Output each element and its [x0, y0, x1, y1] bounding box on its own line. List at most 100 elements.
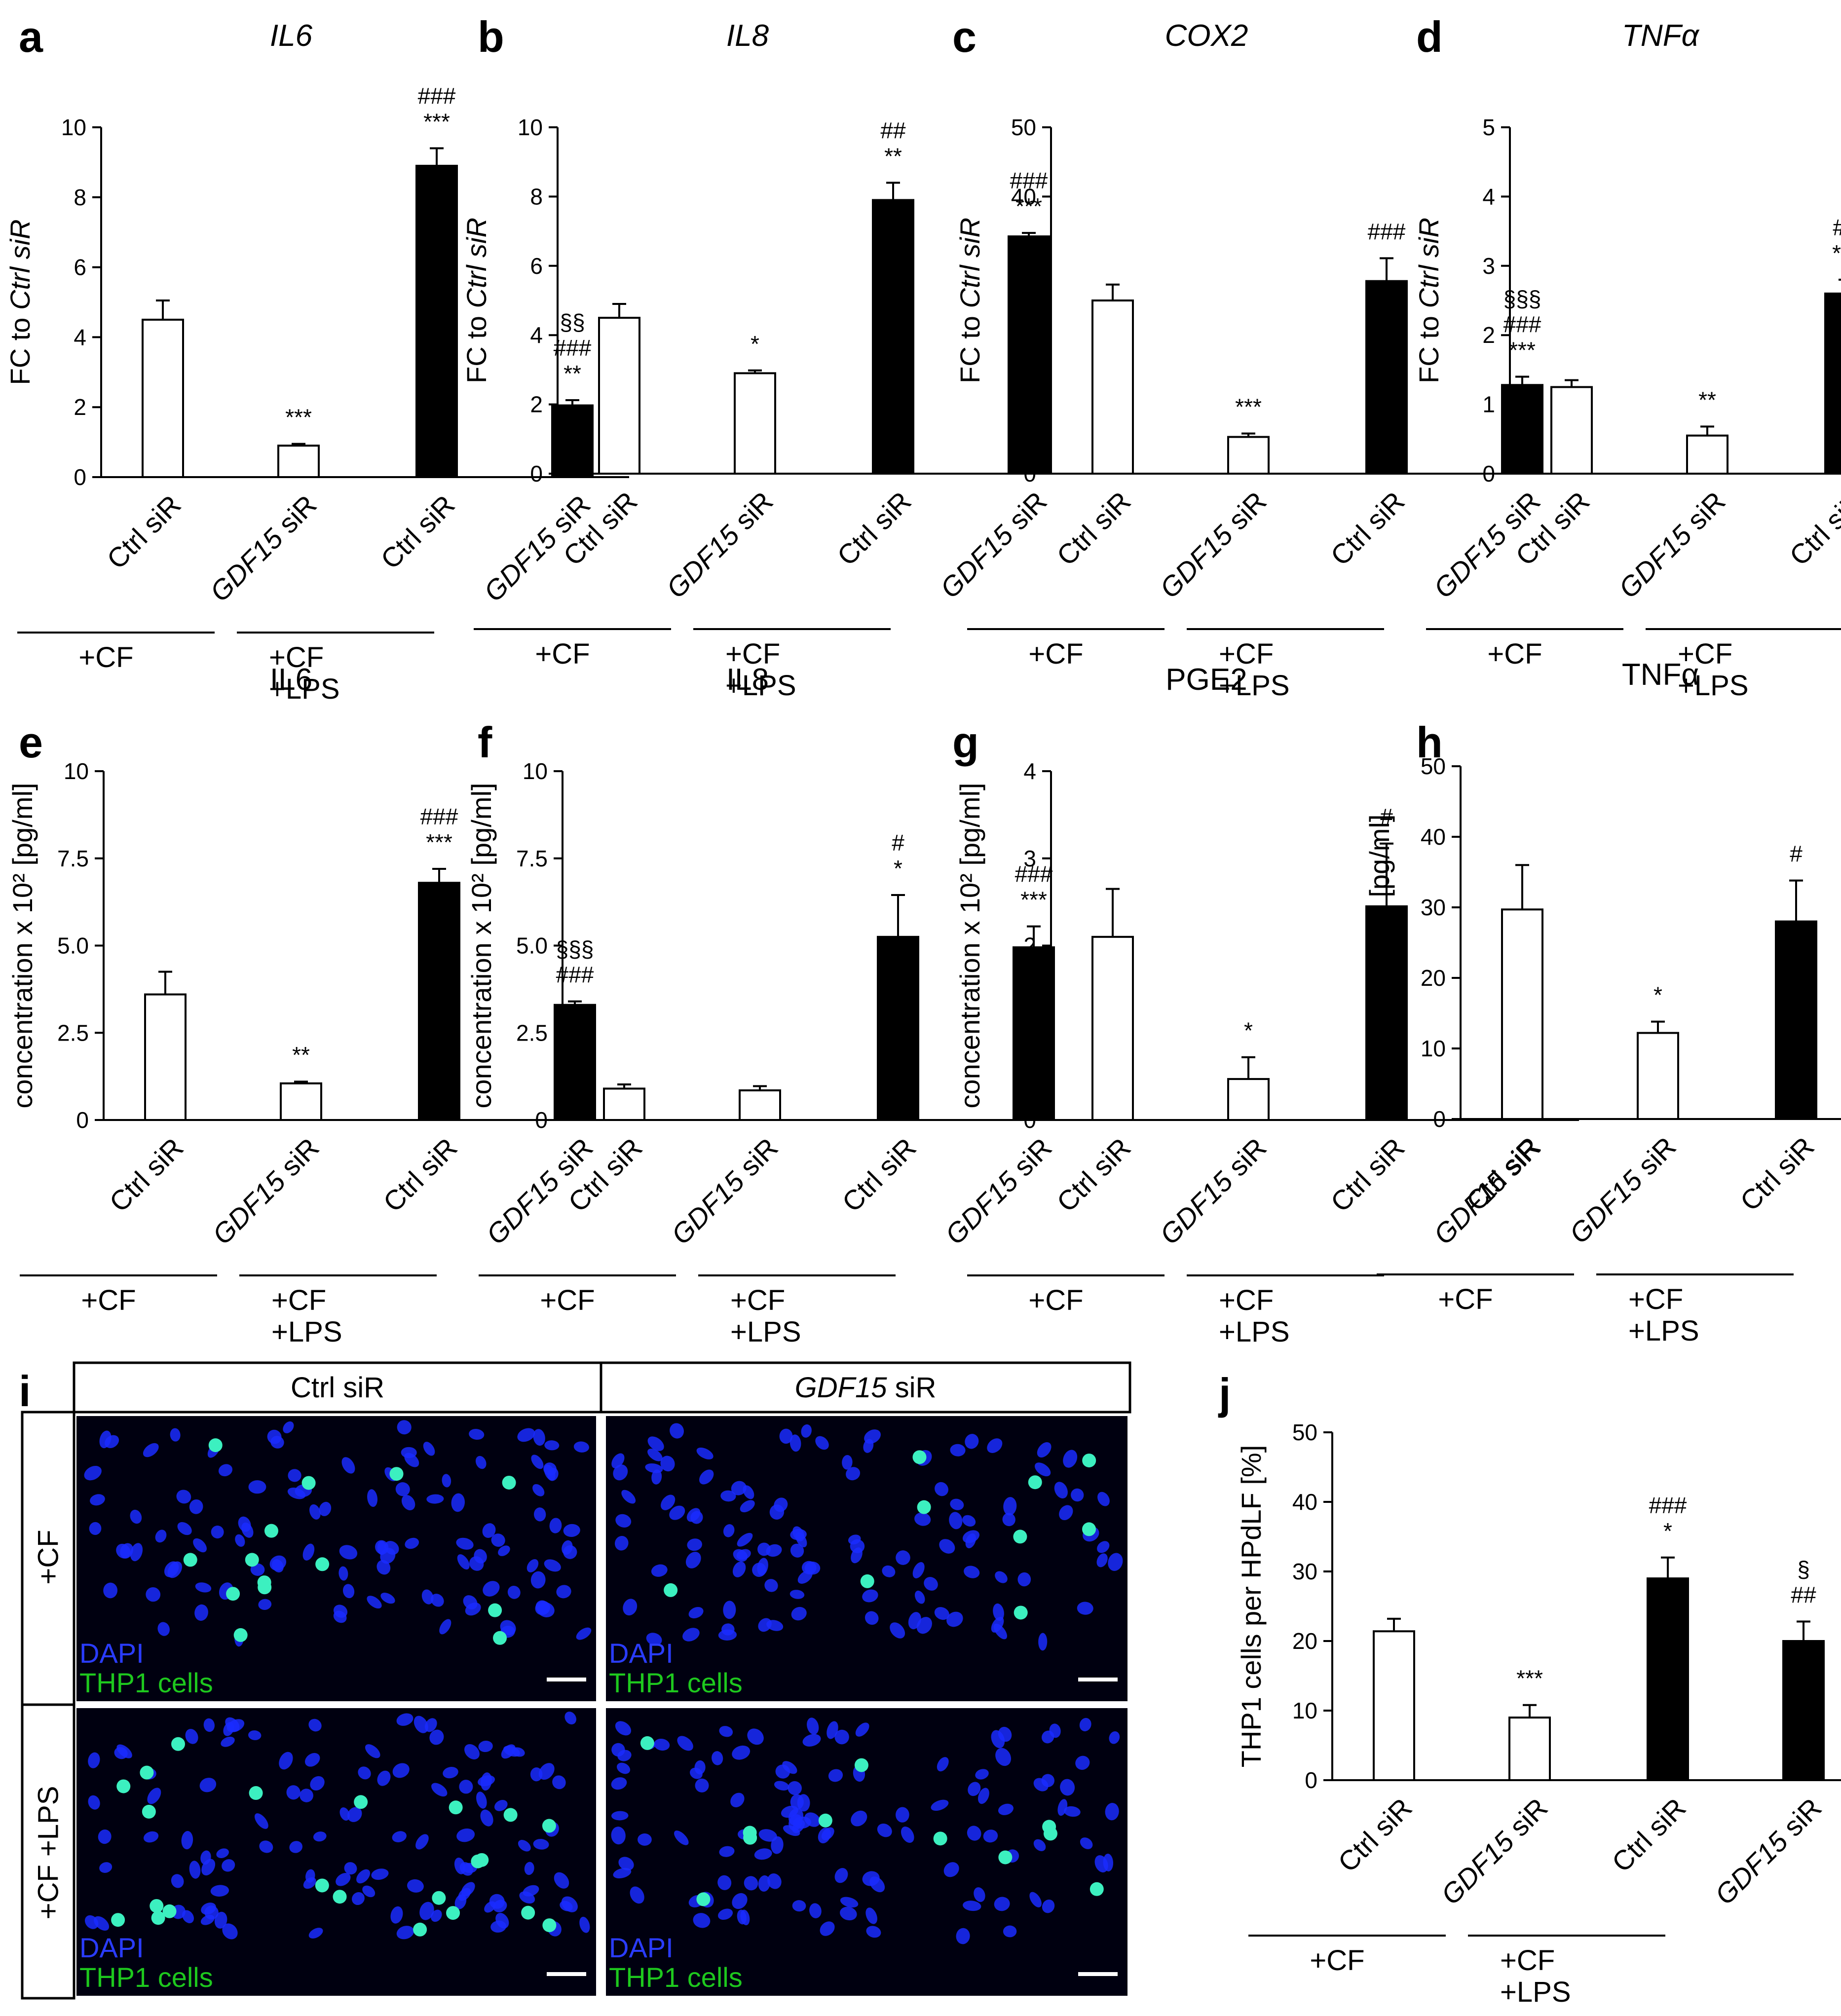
dapi-nucleus — [615, 1514, 632, 1528]
dapi-nucleus — [690, 1511, 703, 1524]
y-tick-label: 0 — [74, 464, 86, 490]
chart-title: PGE2 — [1165, 663, 1247, 697]
dapi-nucleus — [654, 1738, 670, 1751]
bar — [1647, 1577, 1689, 1782]
dapi-nucleus — [790, 1543, 804, 1558]
y-tick-label: 2 — [1023, 933, 1036, 959]
dapi-nucleus — [377, 1541, 386, 1555]
thp1-cell — [413, 1922, 427, 1937]
bar — [1637, 1032, 1679, 1120]
dapi-nucleus — [146, 1587, 161, 1602]
dapi-nucleus — [201, 1859, 216, 1876]
group-label-line: +LPS — [271, 1316, 342, 1348]
dapi-nucleus — [931, 1799, 949, 1811]
bar — [1824, 292, 1841, 475]
category-label: GDF15 siR — [1435, 1792, 1553, 1910]
dapi-nucleus — [456, 1828, 475, 1842]
dapi-nucleus — [752, 1563, 766, 1577]
dapi-nucleus — [157, 1622, 170, 1636]
dapi-nucleus — [699, 1469, 714, 1485]
thp1-cell — [208, 1438, 223, 1453]
category-label: GDF15 siR — [1709, 1792, 1827, 1910]
group-label: +CF +LPS — [1678, 638, 1749, 702]
dapi-nucleus — [1063, 1450, 1078, 1468]
group-label-line: +CF — [1219, 1284, 1274, 1316]
dapi-nucleus — [347, 1807, 362, 1822]
dapi-nucleus — [747, 1728, 764, 1745]
dapi-nucleus — [774, 1781, 789, 1791]
dapi-nucleus — [185, 1729, 198, 1744]
dapi-nucleus — [611, 1453, 625, 1469]
dapi-nucleus — [533, 1507, 546, 1522]
bar — [551, 404, 594, 479]
category-label: Ctrl siR — [1324, 485, 1410, 571]
dapi-nucleus — [674, 1830, 689, 1845]
dapi-nucleus — [865, 1907, 877, 1924]
dapi-nucleus — [924, 1577, 938, 1591]
dapi-nucleus — [419, 1902, 434, 1920]
dapi-nucleus — [279, 1752, 293, 1770]
group-label: +CF — [1310, 1944, 1364, 1977]
dapi-nucleus — [621, 1490, 636, 1504]
dapi-nucleus — [789, 1590, 805, 1599]
dapi-nucleus — [968, 1782, 981, 1796]
thp1-cell — [140, 1765, 154, 1780]
dapi-nucleus — [464, 1744, 480, 1759]
y-axis-label: FC to Ctrl siR — [461, 218, 492, 383]
dapi-nucleus — [851, 1810, 867, 1827]
y-tick-label: 2 — [1482, 322, 1495, 348]
dapi-nucleus — [1103, 1853, 1114, 1871]
group-label-line: +CF — [730, 1284, 785, 1316]
panel-letter: f — [478, 718, 492, 767]
dapi-nucleus — [983, 1829, 998, 1843]
thp1-cell — [471, 1854, 485, 1868]
dapi-nucleus — [614, 1535, 629, 1551]
y-tick-label: 4 — [1023, 758, 1036, 784]
category-label-gene: GDF15 — [1154, 519, 1239, 604]
dapi-nucleus — [950, 1498, 964, 1510]
dapi-nucleus — [480, 1809, 493, 1827]
thp1-cell — [1090, 1882, 1104, 1896]
dapi-nucleus — [380, 1593, 395, 1604]
y-axis-label-part: Ctrl siR — [4, 220, 36, 310]
y-tick-label: 10 — [1421, 1036, 1446, 1061]
thp1-cell — [521, 1905, 535, 1920]
significance-marker: ### — [554, 335, 592, 361]
dapi-nucleus — [500, 1620, 516, 1636]
y-tick-label: 4 — [530, 322, 543, 348]
dapi-nucleus — [130, 1509, 142, 1524]
dapi-nucleus — [554, 1872, 569, 1889]
y-tick-label: 5.0 — [57, 933, 89, 959]
dapi-nucleus — [94, 1916, 110, 1931]
dapi-nucleus — [222, 1859, 235, 1872]
dapi-nucleus — [804, 1812, 821, 1827]
y-tick-label: 7.5 — [57, 846, 89, 871]
thp1-label: THP1 cells — [609, 1667, 743, 1698]
dapi-nucleus — [730, 1792, 745, 1807]
dapi-nucleus — [218, 1464, 233, 1477]
dapi-nucleus — [1003, 1925, 1017, 1938]
bar — [872, 199, 914, 475]
group-label: +CF +LPS — [1219, 638, 1290, 702]
bar — [1686, 434, 1728, 475]
dapi-nucleus — [717, 1875, 732, 1890]
category-label: Ctrl siR — [1332, 1792, 1418, 1878]
category-label-gene: GDF15 — [478, 523, 563, 608]
dapi-nucleus — [863, 1439, 874, 1453]
dapi-nucleus — [677, 1736, 693, 1751]
dapi-nucleus — [685, 1552, 701, 1568]
dapi-nucleus — [195, 1582, 212, 1593]
dapi-nucleus — [478, 1741, 493, 1753]
dapi-nucleus — [392, 1763, 410, 1778]
bar — [1365, 280, 1408, 475]
dapi-nucleus — [991, 1730, 1005, 1749]
dapi-nucleus — [143, 1443, 159, 1457]
dapi-nucleus — [771, 1836, 784, 1854]
dapi-nucleus — [769, 1504, 785, 1520]
y-axis-label: concentration [pg/ml] — [1364, 815, 1395, 1071]
dapi-nucleus — [88, 1752, 100, 1768]
y-tick-label: 3 — [1482, 253, 1495, 279]
category-label: Ctrl siR — [1734, 1131, 1820, 1217]
dapi-nucleus — [544, 1440, 560, 1451]
